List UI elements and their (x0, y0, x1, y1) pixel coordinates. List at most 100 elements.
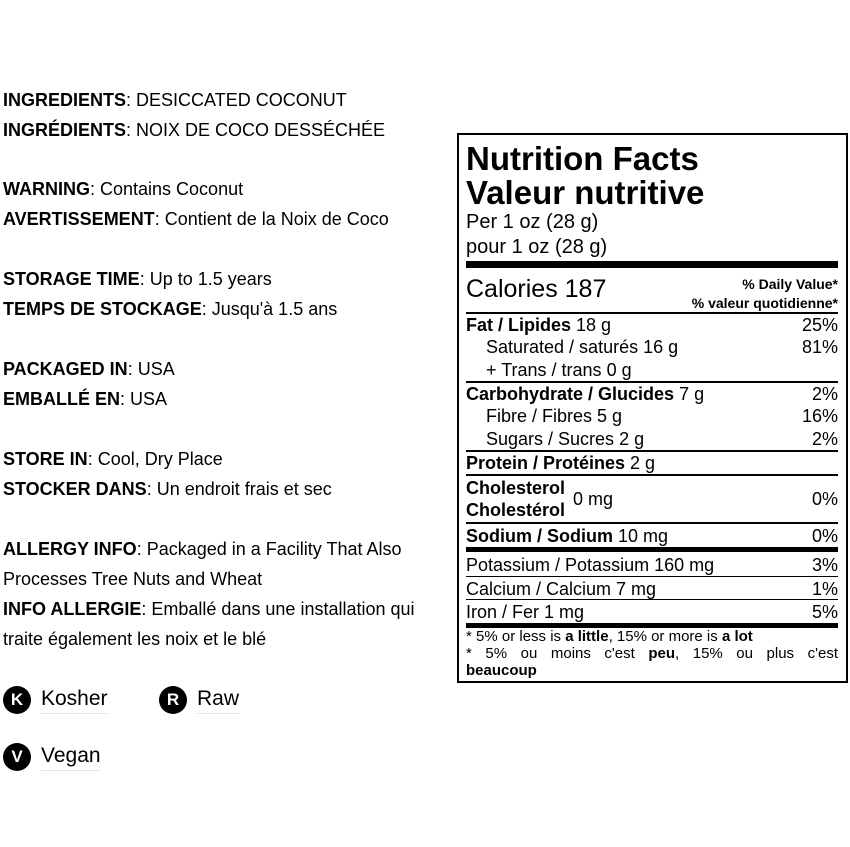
info-line: ALLERGY INFO: Packaged in a Facility Tha… (3, 534, 455, 594)
dv-header: % Daily Value* (742, 276, 838, 292)
serving: Per 1 oz (28 g) (466, 211, 599, 233)
footnote-part: peu (648, 645, 676, 662)
nutrient-amount: 16 g (643, 337, 679, 357)
daily-value: 0% (811, 489, 838, 509)
nutrient-amount: 0 mg (573, 489, 614, 509)
rule (466, 474, 838, 476)
info-line: EMBALLÉ EN: USA (3, 384, 455, 414)
info-section: STORAGE TIME: Up to 1.5 years TEMPS DE ST… (3, 264, 455, 324)
nutrient-name: Protein / Protéines (466, 453, 626, 473)
badge-icon: R (159, 686, 187, 714)
nutrient-name: Calcium / Calcium (466, 579, 612, 599)
nutrient-row: Cholesterol Cholestérol 0 mg 0% (466, 477, 838, 521)
nutrient-row: Calcium / Calcium 7 mg 1% (466, 578, 838, 600)
info-label: INGRÉDIENTS (3, 120, 127, 140)
panel-title-fr: Valeur nutritive (466, 174, 705, 211)
info-section: STORE IN: Cool, Dry Place STOCKER DANS: U… (3, 444, 455, 504)
calories-label: Calories (466, 275, 558, 303)
nutrient-name-line: Cholesterol (466, 478, 566, 498)
nutrient-amount: 2 g (619, 429, 645, 449)
info-section: WARNING: Contains Coconut AVERTISSEMENT: … (3, 174, 455, 234)
nutrient-name: Fat / Lipides (466, 315, 572, 335)
daily-value: 5% (811, 602, 838, 622)
nutrient-row: Sodium / Sodium 10 mg 0% (466, 525, 838, 547)
rule (466, 576, 838, 577)
nutrient-amount: 10 mg (618, 526, 669, 546)
nutrient-amount: 1 mg (544, 602, 585, 622)
footnote-part: , 15% ou plus c'est (675, 645, 838, 662)
thick-rule (466, 547, 838, 552)
nutrient-amount: 7 mg (616, 579, 657, 599)
nutrient-name: Saturated / saturés (486, 337, 639, 357)
info-line: STORAGE TIME: Up to 1.5 years (3, 264, 455, 294)
panel-title: Nutrition Facts (466, 140, 699, 177)
info-label: AVERTISSEMENT (3, 209, 155, 229)
nutrient-name: + Trans / trans (486, 360, 602, 380)
footnote-fr: * 5% ou moins c'est peu, 15% ou plus c'e… (466, 645, 838, 679)
info-label: INGREDIENTS (3, 90, 127, 110)
badge-icon: K (3, 686, 31, 714)
nutrient-name: Sodium / Sodium (466, 526, 613, 546)
info-line: AVERTISSEMENT: Contient de la Noix de Co… (3, 204, 455, 234)
info-section: INGREDIENTS: DESICCATED COCONUT INGRÉDIEN… (3, 85, 455, 145)
info-text: : Contains Coconut (90, 179, 244, 199)
info-text: : Un endroit frais et sec (146, 479, 332, 499)
badge-label: Raw (197, 685, 240, 714)
nutrient-amount: 2 g (630, 453, 656, 473)
nutrient-name: Iron / Fer (466, 602, 540, 622)
nutrient-row: Protein / Protéines 2 g (466, 452, 838, 474)
nutrition-panel: Nutrition Facts Valeur nutritive Per 1 o… (457, 133, 848, 683)
info-line: WARNING: Contains Coconut (3, 174, 455, 204)
nutrient-row: Sugars / Sucres 2 g 2% (466, 428, 838, 450)
badge-label: Kosher (41, 685, 108, 714)
nutrient-amount: 0 g (606, 360, 632, 380)
info-label: PACKAGED IN (3, 359, 128, 379)
info-text: : Up to 1.5 years (139, 269, 272, 289)
nutrient-amount: 7 g (679, 384, 705, 404)
info-line: INGRÉDIENTS: NOIX DE COCO DESSÉCHÉE (3, 115, 455, 145)
footnote-part: * 5% ou moins c'est (466, 645, 649, 662)
info-line: TEMPS DE STOCKAGE: Jusqu'à 1.5 ans (3, 294, 455, 324)
daily-value: 2% (811, 384, 838, 404)
nutrient-row: Potassium / Potassium 160 mg 3% (466, 554, 838, 576)
footnote-part: beaucoup (466, 662, 537, 679)
footnote: * 5% or less is a little, 15% or more is… (466, 628, 838, 645)
nutrient-row: Fat / Lipides 18 g 25% (466, 314, 838, 336)
nutrient-amount: 5 g (597, 406, 623, 426)
calories: Calories 187 (466, 273, 838, 305)
info-section: ALLERGY INFO: Packaged in a Facility Tha… (3, 534, 455, 654)
info-text: : Emballé dans une installation qui trai… (3, 599, 415, 649)
info-label: ALLERGY INFO (3, 539, 137, 559)
info-label: WARNING (3, 179, 90, 199)
info-line: INGREDIENTS: DESICCATED COCONUT (3, 85, 455, 115)
footnote-part: , 15% or more is (608, 628, 722, 645)
info-section: PACKAGED IN: USA EMBALLÉ EN: USA (3, 354, 455, 414)
nutrient-name-line: Cholestérol (466, 500, 566, 520)
nutrient-name: Cholesterol Cholestérol (466, 477, 565, 521)
nutrient-row: Carbohydrate / Glucides 7 g 2% (466, 383, 838, 405)
daily-value: 1% (811, 579, 838, 599)
info-text: : Contient de la Noix de Coco (154, 209, 389, 229)
nutrient-row: Iron / Fer 1 mg 5% (466, 601, 838, 623)
info-text: : Cool, Dry Place (87, 449, 223, 469)
rule (466, 381, 838, 383)
serving-fr: pour 1 oz (28 g) (466, 236, 608, 258)
daily-value: 3% (811, 555, 838, 575)
rule (466, 599, 838, 600)
info-line: STORE IN: Cool, Dry Place (3, 444, 455, 474)
rule (466, 312, 838, 314)
info-text: : NOIX DE COCO DESSÉCHÉE (126, 120, 386, 140)
nutrient-row: Fibre / Fibres 5 g 16% (466, 405, 838, 427)
rule (466, 522, 838, 524)
nutrient-amount: 160 mg (654, 555, 715, 575)
daily-value: 25% (801, 315, 838, 335)
info-text: : Jusqu'à 1.5 ans (201, 299, 338, 319)
dv-header-fr: % valeur quotidienne* (691, 295, 838, 311)
daily-value: 2% (811, 429, 838, 449)
thick-rule (466, 261, 838, 268)
nutrient-name: Fibre / Fibres (486, 406, 593, 426)
nutrient-row: Saturated / saturés 16 g 81% (466, 336, 838, 358)
footnote-part: a lot (721, 628, 753, 645)
footnote-part: * 5% or less is (466, 628, 566, 645)
